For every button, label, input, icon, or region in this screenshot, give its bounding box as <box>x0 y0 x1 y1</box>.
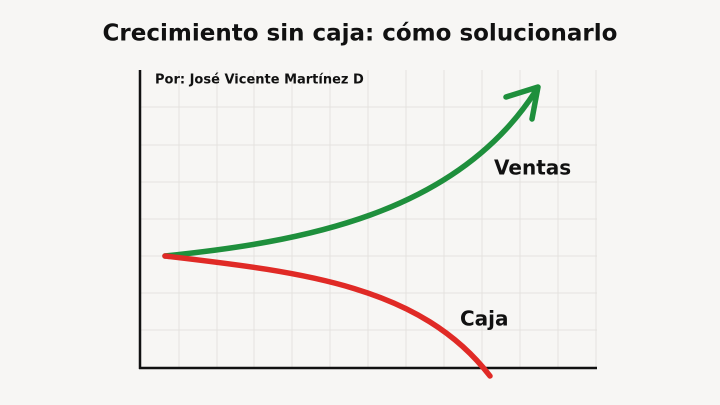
sales-curve <box>162 89 538 259</box>
title: Crecimiento sin caja: cómo solucionarlo <box>103 21 618 47</box>
author: Por: José Vicente Martínez D <box>155 73 364 88</box>
cash-curve <box>162 253 493 379</box>
sales-label: Ventas <box>494 156 571 180</box>
sales-arrowhead <box>503 84 541 122</box>
cash-label: Caja <box>460 307 509 331</box>
